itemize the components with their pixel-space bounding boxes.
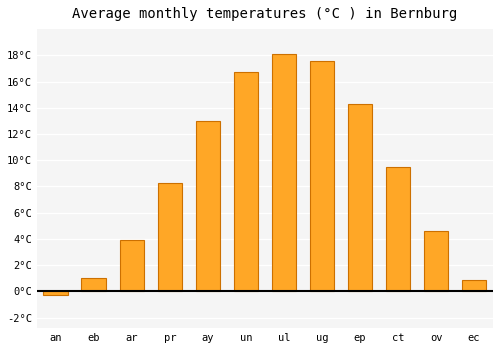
Bar	[310, 61, 334, 292]
Bar	[44, 292, 68, 295]
Bar	[120, 240, 144, 292]
Bar	[462, 280, 486, 292]
Title: Average monthly temperatures (°C ) in Bernburg: Average monthly temperatures (°C ) in Be…	[72, 7, 458, 21]
Bar	[82, 278, 106, 292]
Bar	[424, 231, 448, 292]
Bar	[272, 54, 296, 292]
Bar	[348, 104, 372, 292]
Bar	[196, 121, 220, 292]
Bar	[386, 167, 410, 292]
Bar	[158, 183, 182, 292]
Bar	[234, 72, 258, 292]
